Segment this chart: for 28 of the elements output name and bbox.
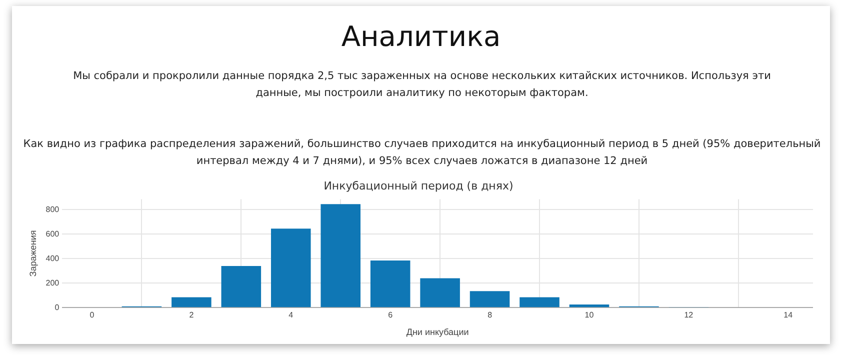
x-tick-label: 10 bbox=[584, 310, 594, 320]
text: Мы собрали и прокролили данные порядка 2,5 тыс зараженных на основе нескольких китайских источников. Используя эти данные, мы построили аналитику по некоторым факторам. bbox=[72, 69, 772, 101]
y-tick-label: 800 bbox=[46, 204, 60, 214]
y-tick-label: 400 bbox=[46, 254, 60, 263]
y-tick-label: 600 bbox=[46, 229, 60, 238]
x-tick-label: 12 bbox=[684, 310, 694, 320]
bar bbox=[520, 297, 560, 308]
chart-title: Инкубационный период (в днях) bbox=[324, 179, 514, 192]
bar bbox=[370, 260, 410, 308]
bar bbox=[270, 228, 311, 308]
y-axis-title: Заражения bbox=[28, 230, 38, 277]
text: Как видно из графика распределения заражений, большинство случаев приходится на инкубационный период в 5 дней (95% доверительный интервал между 4 и 7 днями), и 95% всех случаев ложатся в диапазоне 12 дней bbox=[22, 137, 822, 169]
bar bbox=[221, 266, 262, 308]
bar bbox=[470, 291, 510, 308]
x-tick-label: 14 bbox=[784, 310, 794, 320]
bar bbox=[420, 278, 460, 308]
x-tick-label: 4 bbox=[288, 310, 294, 320]
x-tick-label: 8 bbox=[488, 310, 493, 320]
x-tick-label: 6 bbox=[388, 310, 394, 320]
x-tick-label: 2 bbox=[189, 310, 194, 320]
y-tick-label: 200 bbox=[46, 278, 60, 288]
text: Аналитика bbox=[340, 20, 502, 53]
y-tick-label: 0 bbox=[54, 302, 60, 312]
bar bbox=[172, 297, 212, 308]
bar bbox=[569, 304, 610, 308]
x-tick-label: 0 bbox=[90, 310, 95, 320]
x-axis-title: Дни инкубации bbox=[406, 327, 469, 338]
bar bbox=[320, 204, 360, 308]
